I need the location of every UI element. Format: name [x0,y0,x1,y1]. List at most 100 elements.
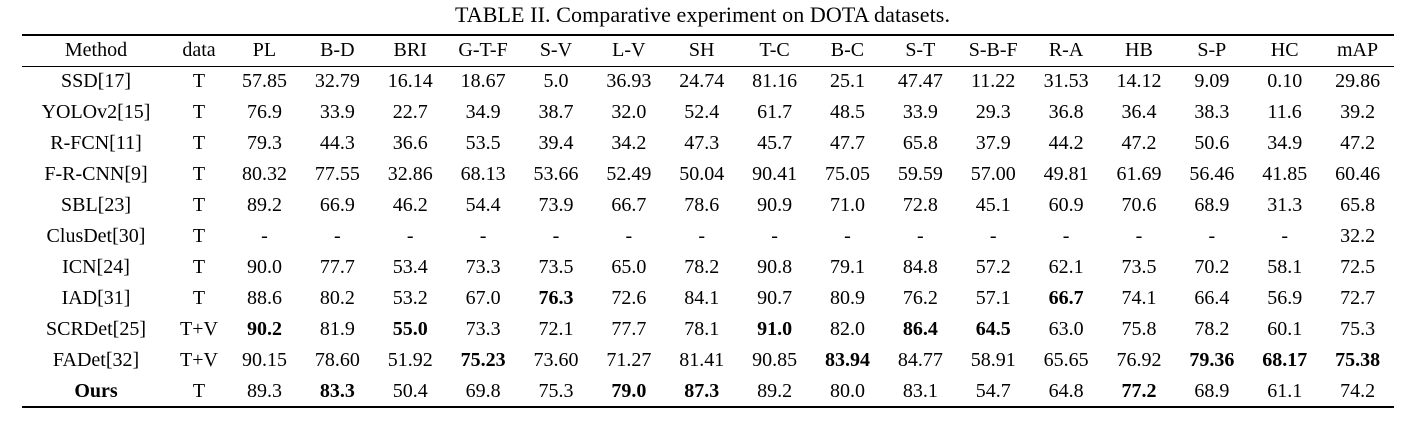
value-cell: 76.92 [1116,349,1162,371]
value-cell: 11.6 [1267,101,1302,123]
value-cell: 9.09 [1194,70,1230,93]
value-cell: 45.1 [975,194,1011,216]
value-cell: 18.67 [460,70,506,93]
value-cell: 73.9 [538,194,574,216]
value-cell: 83.94 [824,349,870,371]
value-cell: 57.2 [975,256,1011,278]
value-cell: 36.6 [392,132,428,154]
value-cell: 65.8 [902,132,938,154]
value-cell: 56.9 [1267,287,1303,309]
value-cell: 60.46 [1335,163,1381,185]
value-cell: 77.7 [319,256,355,278]
value-cell: 46.2 [392,194,428,216]
value-cell: 72.7 [1340,287,1376,309]
value-cell: 36.8 [1048,101,1084,123]
value-cell: 65.8 [1340,194,1376,216]
value-cell: 62.1 [1048,256,1084,278]
value-cell: - [406,225,414,247]
value-cell: 66.7 [611,194,647,216]
value-cell: 66.9 [319,194,355,216]
value-cell: 54.4 [465,194,501,216]
value-cell: 90.7 [757,287,793,309]
value-cell: 79.36 [1189,349,1235,371]
table-body: SSD[17] T 57.85 32.79 16.14 18.67 5.0 36.93 24.7… [22,66,1394,408]
value-cell: 31.53 [1043,70,1089,93]
value-cell: 33.9 [902,101,938,123]
value-cell: 80.32 [241,163,287,185]
value-cell: - [1281,225,1289,247]
value-cell: 90.2 [246,318,282,340]
value-cell: 47.2 [1121,132,1157,154]
data-cell: T+V [180,318,218,340]
value-cell: 87.3 [665,376,739,408]
column-header: PL [228,34,301,67]
value-cell: - [1208,225,1216,247]
value-cell: 76.9 [246,101,282,123]
value-cell: 24.74 [679,70,725,93]
value-cell: 81.41 [679,349,725,371]
value-cell: 75.3 [519,376,593,408]
comparison-table: Method data PL B-D BRI G-T-F S-V L-V SH T-C B-C S-T… [22,34,1394,408]
value-cell: - [1135,225,1143,247]
table-row: YOLOv2[15] T 76.9 33.9 22.7 34.9 38.7 32.0 52.4 6… [22,97,1394,128]
value-cell: 58.91 [970,349,1016,371]
column-header: mAP [1321,34,1394,67]
value-cell: 65.0 [611,256,647,278]
column-header: Method [22,34,170,67]
value-cell: 90.0 [246,256,282,278]
value-cell: 65.65 [1043,349,1089,371]
column-header: HB [1102,34,1176,67]
value-cell: 77.2 [1102,376,1176,408]
value-cell: 78.2 [684,256,720,278]
value-cell: 78.2 [1194,318,1230,340]
value-cell: 78.1 [684,318,720,340]
value-cell: 38.3 [1194,101,1230,123]
value-cell: 61.1 [1248,376,1322,408]
table-row: ClusDet[30] T - - - - - - - - - - - - - - - 32.2 [22,221,1394,252]
method-cell: IAD[31] [61,287,131,309]
column-header: G-T-F [446,34,520,67]
value-cell: 75.8 [1121,318,1157,340]
value-cell: 47.3 [684,132,720,154]
value-cell: 47.47 [897,70,943,93]
value-cell: 56.46 [1189,163,1235,185]
value-cell: 74.2 [1321,376,1394,408]
value-cell: 29.86 [1335,70,1381,93]
method-cell: R-FCN[11] [50,132,142,154]
value-cell: 44.2 [1048,132,1084,154]
method-cell: SCRDet[25] [46,318,146,340]
value-cell: - [1062,225,1070,247]
value-cell: 90.15 [241,349,287,371]
value-cell: 31.3 [1267,194,1303,216]
method-cell: FADet[32] [52,349,140,371]
value-cell: 73.5 [538,256,574,278]
data-cell: T [170,376,228,408]
value-cell: 48.5 [829,101,865,123]
value-cell: 81.9 [319,318,355,340]
value-cell: 50.6 [1194,132,1230,154]
value-cell: 78.60 [314,349,360,371]
value-cell: 33.9 [319,101,355,123]
table-row: FADet[32] T+V 90.15 78.60 51.92 75.23 73.60 71.… [22,345,1394,376]
table-row: IAD[31] T 88.6 80.2 53.2 67.0 76.3 72.6 84.1 90.7… [22,283,1394,314]
method-cell: ClusDet[30] [46,225,146,247]
value-cell: 55.0 [392,318,428,340]
value-cell: 79.3 [246,132,282,154]
value-cell: 88.6 [246,287,282,309]
column-header: L-V [592,34,666,67]
value-cell: 57.85 [241,70,287,93]
value-cell: 73.60 [533,349,579,371]
value-cell: 47.7 [829,132,865,154]
value-cell: 37.9 [975,132,1011,154]
column-header: data [170,34,228,67]
value-cell: 80.2 [319,287,355,309]
value-cell: 75.23 [460,349,506,371]
value-cell: 89.2 [738,376,811,408]
value-cell: 75.05 [824,163,870,185]
column-header: B-C [811,34,884,67]
data-cell: T [192,287,206,309]
value-cell: 68.9 [1175,376,1249,408]
value-cell: 83.3 [300,376,374,408]
value-cell: 47.2 [1340,132,1376,154]
